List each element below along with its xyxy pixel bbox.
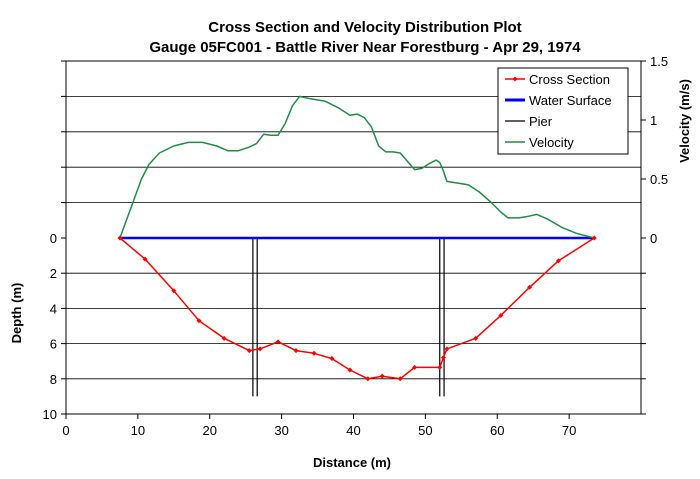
- legend-label-pier: Pier: [529, 114, 553, 129]
- cross-section-point: [498, 312, 504, 318]
- x-tick-label: 60: [490, 423, 504, 438]
- x-tick-label: 20: [203, 423, 217, 438]
- legend-label-cross-section: Cross Section: [529, 72, 610, 87]
- x-tick-label: 40: [346, 423, 360, 438]
- cross-section-point: [117, 235, 123, 241]
- cross-section-point: [221, 335, 227, 341]
- cross-section-point: [257, 346, 263, 352]
- cross-section-point: [412, 364, 418, 370]
- cross-section-point: [246, 348, 252, 354]
- pier-group: [252, 238, 445, 397]
- cross-section-point: [347, 367, 353, 373]
- x-tick-label: 30: [274, 423, 288, 438]
- depth-tick-label: 10: [43, 407, 57, 422]
- chart-subtitle: Gauge 05FC001 - Battle River Near Forest…: [149, 39, 581, 56]
- series-lines: [119, 95, 595, 380]
- y-axis-left-title: Depth (m): [9, 283, 24, 344]
- velocity-tick-label: 1.5: [650, 54, 668, 69]
- depth-tick-label: 6: [50, 337, 57, 352]
- x-axis-title: Distance (m): [313, 455, 391, 470]
- legend-label-water-surface: Water Surface: [529, 93, 612, 108]
- legend-marker-cross-section: [512, 76, 518, 82]
- velocity-tick-label: 0: [650, 231, 657, 246]
- cross-section-point: [444, 346, 450, 352]
- cross-section-point: [311, 350, 317, 356]
- cross-section-point: [329, 356, 335, 362]
- cross-section-markers: [117, 235, 597, 382]
- cross-section-point: [591, 235, 597, 241]
- cross-section-point: [437, 364, 443, 370]
- cross-section-point: [473, 335, 479, 341]
- tick-labels: 0 10 20 30 40 50 60 70 0 2 4 6 8 10 0 0.5 1 1.5: [43, 54, 669, 438]
- x-tick-label: 50: [418, 423, 432, 438]
- cross-section-point: [365, 376, 371, 382]
- cross-section-point: [379, 373, 385, 379]
- x-tick-label: 70: [562, 423, 576, 438]
- x-tick-label: 10: [131, 423, 145, 438]
- depth-tick-label: 4: [50, 301, 57, 316]
- velocity-tick-label: 0.5: [650, 172, 668, 187]
- cross-section-point: [293, 348, 299, 354]
- x-tick-label: 0: [62, 423, 69, 438]
- cross-section-point: [142, 256, 148, 262]
- cross-section-point: [397, 376, 403, 382]
- velocity-line: [119, 95, 595, 239]
- legend-box: [497, 67, 629, 155]
- cross-section-point: [171, 288, 177, 294]
- chart-title: Cross Section and Velocity Distribution …: [208, 19, 521, 36]
- legend-label-velocity: Velocity: [529, 135, 574, 150]
- y-axis-right-title: Velocity (m/s): [677, 79, 692, 163]
- cross-section-point: [275, 339, 281, 345]
- velocity-tick-label: 1: [650, 113, 657, 128]
- depth-tick-label: 8: [50, 372, 57, 387]
- depth-tick-label: 0: [50, 231, 57, 246]
- cross-section-point: [527, 284, 533, 290]
- gridlines: [66, 60, 641, 380]
- cross-section-point: [555, 258, 561, 264]
- cross-section-line: [119, 237, 595, 380]
- cross-section-point: [196, 318, 202, 324]
- depth-tick-label: 2: [50, 266, 57, 281]
- cross-section-point: [440, 355, 446, 361]
- legend: Cross Section Water Surface Pier Velocit…: [497, 67, 629, 155]
